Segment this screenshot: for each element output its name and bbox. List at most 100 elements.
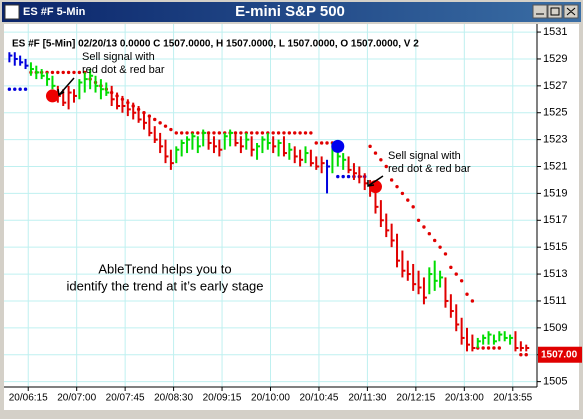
stop-dot [7,87,12,91]
minimize-button[interactable] [532,4,548,19]
button-glyphs [536,7,576,16]
chart-area [4,24,579,410]
stop-dot [470,299,475,303]
stop-dot [13,87,17,91]
y-tick-label: 1513 [543,268,567,280]
stop-dot [77,70,82,75]
stop-dot [454,272,458,276]
x-tick-label: 20/07:00 [57,393,96,404]
x-tick-label: 20/07:45 [106,393,145,404]
stop-dot [486,346,491,350]
stop-dot [389,178,394,182]
stop-dot [23,87,28,91]
window-title: E-mini S&P 500 [235,3,345,20]
stop-dot [422,225,426,229]
stop-dot [282,131,286,135]
grid [4,24,537,387]
stop-dot [169,127,173,132]
stop-dot [427,232,432,236]
x-tick-label: 20/13:55 [493,393,532,404]
y-tick-label: 1531 [543,26,567,38]
y-tick-label: 1505 [543,376,567,388]
stop-dot [368,144,372,149]
stop-dot [174,131,178,135]
last-price-box [538,346,582,363]
x-tick-label: 20/12:15 [396,393,435,404]
stop-dot [400,191,405,196]
stop-dot [319,141,324,145]
stop-dot [72,70,76,75]
x-tick-label: 20/08:30 [154,393,193,404]
stop-dot [239,131,243,135]
annotation: red dot & red bar [82,64,165,76]
stop-dot [158,121,162,125]
y-tick-label: 1519 [543,187,567,199]
stop-dot [163,124,168,128]
annotation: Sell signal with [388,150,461,162]
stop-dot [50,70,55,75]
title-bar [2,2,581,22]
window-icon [4,4,20,20]
stop-dot [276,131,281,135]
y-tick-label: 1521 [543,160,567,172]
stop-dot [379,158,383,162]
stop-dot [212,131,216,135]
stop-dot [179,131,184,135]
stop-dot [314,141,318,145]
stop-dot [438,245,442,249]
chart-header: ES #F [5-Min] 02/20/13 0.0000 C 1507.000… [12,39,419,50]
stop-dot [217,131,222,135]
maximize-button[interactable] [547,4,563,19]
annotation: AbleTrend helps you to [98,261,231,276]
last-price-label: 1507.00 [541,349,578,360]
window-caption: ES #F 5-Min [23,6,86,18]
signal-dot [368,180,382,194]
stop-dot [61,70,65,75]
stop-dot [18,87,22,91]
stop-dot [185,131,189,135]
stop-dot [524,353,528,357]
stop-dot [293,131,297,135]
stop-dot [196,131,200,135]
stop-dot [336,174,340,179]
stop-dot [411,205,415,209]
stop-dot [449,265,453,270]
stop-dot [309,131,313,135]
x-tick-label: 20/10:45 [299,393,338,404]
plot [7,52,530,357]
stop-dot [66,70,71,75]
stop-dot [384,164,388,169]
stop-dot [481,346,485,350]
stop-dot [346,174,351,179]
x-tick-label: 20/11:30 [348,393,387,404]
y-tick-label: 1523 [543,134,567,146]
annotation: red dot & red bar [388,163,471,175]
stop-dot [492,346,496,350]
y-tick-label: 1529 [543,53,567,65]
stop-dot [465,292,469,296]
stop-dot [373,151,378,155]
x-tick-label: 20/09:15 [203,393,242,404]
y-tick-label: 1509 [543,322,567,334]
y-tick-label: 1511 [543,295,567,307]
stop-dot [406,198,410,202]
arrow [367,175,384,187]
stop-dot [56,70,60,75]
stop-dot [433,238,437,243]
stop-dot [443,252,448,256]
y-tick-label: 1517 [543,214,567,226]
stop-dot [416,218,421,222]
x-tick-label: 20/06:15 [9,393,48,404]
stop-dot [459,279,464,283]
stop-dot [287,131,292,135]
y-tick-label: 1527 [543,80,567,92]
stop-dot [271,131,275,135]
signal-dot [331,139,345,153]
stop-dot [260,131,265,135]
stop-dot [519,353,523,357]
signal-dot [45,89,59,103]
stop-dot [298,131,302,135]
stop-dot [497,346,502,350]
annotation: Sell signal with [82,51,155,63]
